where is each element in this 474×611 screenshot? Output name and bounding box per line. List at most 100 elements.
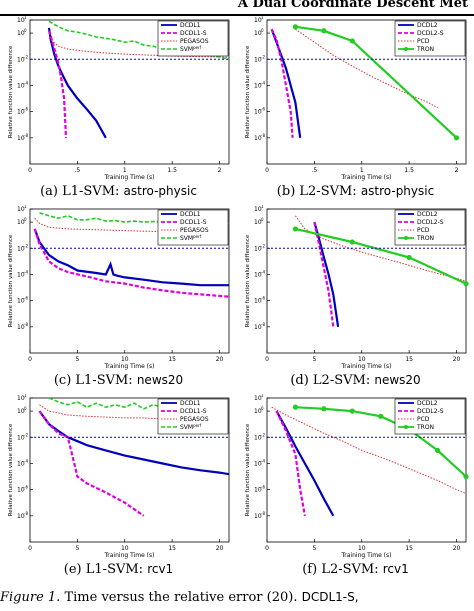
x-axis-label: Training Time (s) bbox=[341, 552, 392, 559]
figure-caption-label: Figure 1. bbox=[0, 590, 61, 605]
series-tron-point bbox=[453, 135, 460, 141]
y-tick-exponent: 0 bbox=[261, 28, 264, 33]
caption-d-dataset: news20 bbox=[374, 373, 421, 387]
legend-marker bbox=[404, 425, 408, 429]
plot-frame bbox=[266, 397, 467, 543]
y-tick-exponent: -8 bbox=[24, 511, 28, 516]
y-tick-exponent: -4 bbox=[261, 80, 265, 85]
y-tick-label: 10 bbox=[254, 487, 262, 494]
caption-c-prefix: (c) L1-SVM: bbox=[53, 373, 137, 388]
y-tick-label: 10 bbox=[254, 513, 262, 520]
y-tick-exponent: -2 bbox=[24, 54, 28, 59]
x-axis-label: Training Time (s) bbox=[104, 552, 155, 559]
legend-label-dcdl2: DCDL2 bbox=[417, 211, 438, 218]
legend-label-tron: TRON bbox=[416, 46, 434, 53]
legend-label-dcdl1: DCDL1 bbox=[180, 400, 201, 407]
y-tick-exponent: -8 bbox=[261, 133, 265, 138]
x-tick-label: 5 bbox=[75, 545, 79, 552]
legend-label-dcdl2-s: DCDL2-S bbox=[417, 219, 444, 226]
caption-b: (b) L2-SVM: astro-physic bbox=[237, 184, 474, 199]
series-pcd-line bbox=[295, 28, 438, 109]
series-tron-point bbox=[349, 408, 355, 414]
x-tick-label: 5 bbox=[75, 356, 79, 363]
caption-e-dataset: rcv1 bbox=[147, 562, 174, 576]
legend-label-dcdl2-s: DCDL2-S bbox=[417, 30, 444, 37]
chart-panel-c: 0 5 10 15 20 10 1 10 0 10 -2 10 -4 10 -6 10 -8 Training T… bbox=[0, 205, 237, 402]
legend-label-tron: TRON bbox=[416, 424, 434, 431]
y-tick-label: 10 bbox=[17, 17, 25, 24]
y-tick-exponent: -6 bbox=[24, 107, 28, 112]
y-tick-exponent: 0 bbox=[261, 217, 264, 222]
y-tick-label: 10 bbox=[17, 30, 25, 37]
y-tick-exponent: -2 bbox=[261, 243, 265, 248]
y-tick-exponent: -6 bbox=[24, 485, 28, 490]
chart-panel-d: 0 5 10 15 20 10 1 10 0 10 -2 10 -4 10 -6 10 -8 Training T… bbox=[237, 205, 474, 402]
series-tron-point bbox=[321, 406, 327, 412]
y-tick-exponent: 1 bbox=[24, 205, 27, 209]
legend-label-dcdl1-s: DCDL1-S bbox=[180, 219, 207, 226]
y-tick-label: 10 bbox=[17, 395, 25, 402]
series-dcdl1-line bbox=[47, 27, 107, 139]
x-axis-label: Training Time (s) bbox=[341, 363, 392, 370]
series-dcdl2-line bbox=[275, 410, 335, 517]
y-tick-exponent: 1 bbox=[261, 205, 264, 209]
plot-frame bbox=[266, 19, 467, 165]
series-tron-point bbox=[292, 24, 299, 30]
y-tick-exponent: -4 bbox=[24, 80, 28, 85]
series-dcdl1-s-line bbox=[33, 228, 229, 298]
y-tick-label: 10 bbox=[17, 487, 25, 494]
caption-a: (a) L1-SVM: astro-physic bbox=[0, 184, 237, 199]
caption-e-prefix: (e) L1-SVM: bbox=[63, 562, 148, 577]
y-axis-label: Relative function value difference bbox=[245, 234, 251, 327]
y-tick-label: 10 bbox=[254, 460, 262, 467]
x-tick-label: 10 bbox=[121, 545, 129, 552]
y-tick-label: 10 bbox=[17, 513, 25, 520]
caption-a-prefix: (a) L1-SVM: bbox=[40, 184, 124, 199]
x-tick-label: 1.5 bbox=[404, 167, 414, 174]
y-tick-exponent: -8 bbox=[261, 511, 265, 516]
figure-caption-text: Time versus the relative error (20). bbox=[60, 590, 302, 605]
caption-b-prefix: (b) L2-SVM: bbox=[276, 184, 361, 199]
x-tick-label: 0 bbox=[28, 167, 32, 174]
y-tick-exponent: -4 bbox=[24, 269, 28, 274]
x-tick-label: .5 bbox=[312, 167, 318, 174]
y-axis-label: Relative function value difference bbox=[245, 45, 251, 138]
y-tick-label: 10 bbox=[254, 30, 262, 37]
y-tick-label: 10 bbox=[254, 395, 262, 402]
legend-label-dcdl1-s: DCDL1-S bbox=[180, 408, 207, 415]
series-tron-point bbox=[463, 473, 469, 480]
caption-b-dataset: astro-physic bbox=[360, 184, 435, 198]
legend-label-pcd: PCD bbox=[417, 416, 430, 423]
series-tron-point bbox=[434, 447, 441, 453]
header-rule bbox=[0, 14, 474, 16]
x-tick-label: 10 bbox=[358, 545, 366, 552]
caption-f: (f) L2-SVM: rcv1 bbox=[237, 562, 474, 577]
caption-d: (d) L2-SVM: news20 bbox=[237, 373, 474, 388]
y-tick-label: 10 bbox=[17, 135, 25, 142]
chart-panel-e: 0 5 10 15 20 10 1 10 0 10 -2 10 -4 10 -6 10 -8 Training T… bbox=[0, 394, 237, 591]
legend-label-pcd: PCD bbox=[417, 227, 430, 234]
caption-d-prefix: (d) L2-SVM: bbox=[290, 373, 375, 388]
legend-box bbox=[157, 20, 229, 57]
legend-label-dcdl2: DCDL2 bbox=[417, 22, 438, 29]
y-axis-label: Relative function value difference bbox=[245, 423, 251, 516]
x-axis-label: Training Time (s) bbox=[341, 174, 392, 181]
y-tick-exponent: -8 bbox=[24, 133, 28, 138]
caption-c: (c) L1-SVM: news20 bbox=[0, 373, 237, 388]
x-tick-label: 20 bbox=[453, 356, 461, 363]
series-tron-point bbox=[349, 239, 355, 245]
legend-label-svm: SVMperf bbox=[180, 423, 202, 431]
series-tron-line bbox=[295, 227, 466, 285]
series-tron-point bbox=[378, 413, 384, 419]
legend-label-tron: TRON bbox=[416, 235, 434, 242]
legend-box bbox=[157, 398, 229, 435]
x-tick-label: 15 bbox=[168, 545, 176, 552]
series-tron-line bbox=[295, 25, 458, 139]
plot-frame bbox=[29, 397, 230, 543]
